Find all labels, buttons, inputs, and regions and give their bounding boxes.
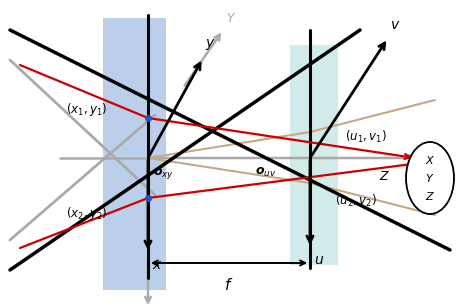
- Text: $Z$: $Z$: [425, 190, 435, 202]
- Text: $x$: $x$: [152, 258, 163, 272]
- Text: $u$: $u$: [314, 253, 324, 267]
- Text: $y$: $y$: [205, 37, 216, 52]
- Text: $\boldsymbol{o}_{uv}$: $\boldsymbol{o}_{uv}$: [255, 166, 276, 179]
- Polygon shape: [290, 45, 338, 265]
- Text: $Y$: $Y$: [425, 172, 435, 184]
- Text: $(x_2,y_2)$: $(x_2,y_2)$: [66, 205, 107, 222]
- Text: $\boldsymbol{o}_{xy}$: $\boldsymbol{o}_{xy}$: [153, 166, 174, 181]
- Text: $Y$: $Y$: [226, 12, 236, 25]
- Text: $(u_2,v_2)$: $(u_2,v_2)$: [335, 193, 377, 209]
- Text: $X$: $X$: [425, 154, 435, 166]
- Text: $(x_1,y_1)$: $(x_1,y_1)$: [66, 102, 107, 119]
- Text: $(u_1,v_1)$: $(u_1,v_1)$: [345, 129, 387, 145]
- Text: $f$: $f$: [224, 277, 233, 293]
- Polygon shape: [103, 18, 166, 290]
- Text: $Z$: $Z$: [379, 170, 391, 183]
- Text: $v$: $v$: [390, 18, 400, 32]
- Ellipse shape: [406, 142, 454, 214]
